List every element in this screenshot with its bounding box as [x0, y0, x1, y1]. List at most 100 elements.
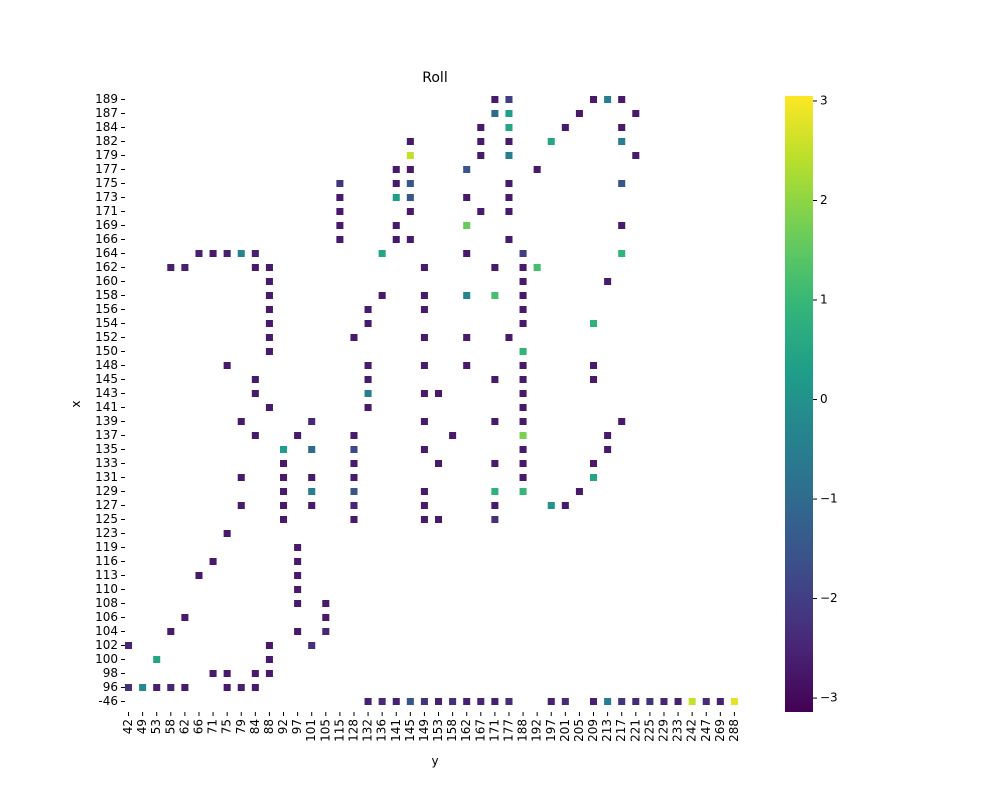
y-tick-label: 160 [95, 274, 118, 288]
heatmap-cell [519, 250, 527, 257]
heatmap-cell [322, 614, 330, 621]
heatmap-cell [420, 292, 428, 299]
heatmap-cell [561, 502, 569, 509]
heatmap-cell [294, 558, 302, 565]
heatmap-cell [435, 460, 443, 467]
x-tick-label: 221 [628, 719, 642, 742]
x-tick-label: 188 [516, 719, 530, 742]
heatmap-cell [265, 278, 273, 285]
y-tick-label: 162 [95, 260, 118, 274]
heatmap-cell [716, 698, 724, 705]
heatmap-cell [265, 320, 273, 327]
heatmap-cell [463, 292, 471, 299]
heatmap-cell [463, 698, 471, 705]
heatmap-cell [604, 446, 612, 453]
y-tick-label: 135 [95, 442, 118, 456]
y-tick-label: 156 [95, 302, 118, 316]
heatmap-cell [364, 390, 372, 397]
heatmap-cell [237, 474, 245, 481]
heatmap-cell [406, 208, 414, 215]
colorbar [785, 96, 813, 712]
heatmap-cell [435, 390, 443, 397]
y-tick-label: 123 [95, 526, 118, 540]
heatmap-cell [519, 320, 527, 327]
heatmap-cell [195, 572, 203, 579]
heatmap-cell [547, 698, 555, 705]
heatmap-cell [364, 698, 372, 705]
heatmap-cell [350, 446, 358, 453]
heatmap-cell [519, 418, 527, 425]
y-tick-label: 106 [95, 610, 118, 624]
heatmap-cell [491, 292, 499, 299]
x-tick-label: 242 [685, 719, 699, 742]
x-tick-label: 71 [206, 719, 220, 734]
heatmap-cell [477, 138, 485, 145]
heatmap-cell [590, 320, 598, 327]
x-tick-label: 205 [572, 719, 586, 742]
heatmap-cell [575, 488, 583, 495]
chart-title: Roll [422, 70, 447, 86]
x-tick-label: 269 [713, 719, 727, 742]
x-tick-label: 201 [558, 719, 572, 742]
y-tick-label: 131 [95, 470, 118, 484]
heatmap-cell [294, 544, 302, 551]
heatmap-cell [519, 348, 527, 355]
heatmap-cell [519, 432, 527, 439]
y-tick-label: 171 [95, 204, 118, 218]
x-tick-label: 132 [361, 719, 375, 742]
heatmap-cell [477, 124, 485, 131]
heatmap-cell [265, 292, 273, 299]
x-tick-label: 209 [586, 719, 600, 742]
heatmap-cell [420, 698, 428, 705]
heatmap-cell [350, 460, 358, 467]
heatmap-cell [618, 698, 626, 705]
heatmap-cell [294, 628, 302, 635]
y-tick-label: 98 [103, 666, 118, 680]
heatmap-cell [181, 264, 189, 271]
heatmap-cell [660, 698, 668, 705]
colorbar-tick-label: 0 [820, 392, 828, 406]
heatmap-cell [153, 684, 161, 691]
heatmap-cell [519, 278, 527, 285]
heatmap-cell [153, 656, 161, 663]
heatmap-cell [392, 222, 400, 229]
heatmap-cell [519, 292, 527, 299]
heatmap-cell [463, 222, 471, 229]
heatmap-cell [308, 642, 316, 649]
x-tick-label: 167 [473, 719, 487, 742]
colorbar-tick-label: 3 [820, 93, 828, 107]
colorbar-tick-label: −1 [820, 492, 838, 506]
heatmap-cell [505, 110, 513, 117]
heatmap-cell [308, 488, 316, 495]
heatmap-cell [505, 138, 513, 145]
heatmap-cell [505, 180, 513, 187]
heatmap-cell [265, 348, 273, 355]
heatmap-cell [618, 180, 626, 187]
x-tick-label: 136 [375, 719, 389, 742]
heatmap-cell [139, 684, 147, 691]
heatmap-cell [477, 152, 485, 159]
heatmap-cell [378, 250, 386, 257]
heatmap-cell [533, 166, 541, 173]
heatmap-cell [519, 264, 527, 271]
heatmap-cell [336, 194, 344, 201]
heatmap-cell [223, 684, 231, 691]
heatmap-cell [632, 152, 640, 159]
heatmap-cell [280, 460, 288, 467]
heatmap-cell [280, 474, 288, 481]
x-tick-label: 145 [403, 719, 417, 742]
heatmap-cell [251, 432, 259, 439]
heatmap-cell [491, 96, 499, 103]
y-tick-label: 96 [103, 680, 118, 694]
heatmap-cell [463, 334, 471, 341]
y-tick-label: 125 [95, 512, 118, 526]
heatmap-cell [547, 502, 555, 509]
colorbar-tick-label: 2 [820, 193, 828, 207]
heatmap-cell [308, 502, 316, 509]
x-tick-label: 197 [544, 719, 558, 742]
y-tick-label: 143 [95, 386, 118, 400]
heatmap-cell [420, 488, 428, 495]
heatmap-cell [618, 96, 626, 103]
x-tick-label: 233 [671, 719, 685, 742]
